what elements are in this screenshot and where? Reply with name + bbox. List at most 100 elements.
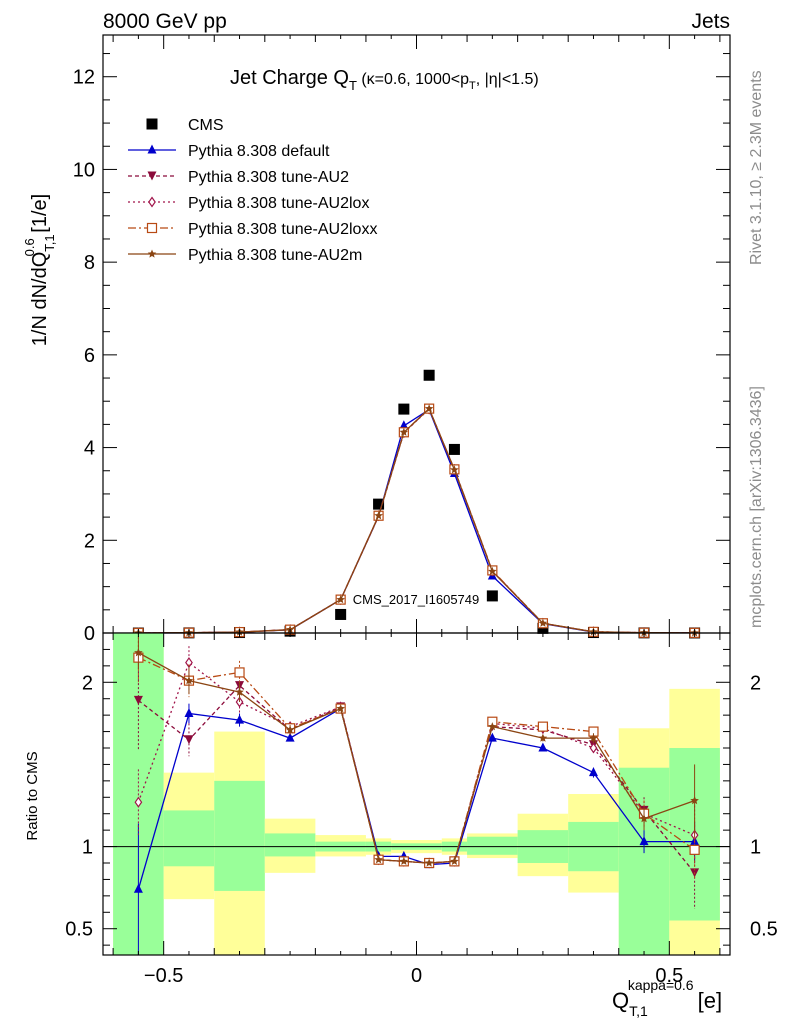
ratio-band-green-9 xyxy=(467,836,518,855)
ratio-ytick-label-left-2: 2 xyxy=(82,672,93,694)
ratio-point-default-2 xyxy=(235,714,245,724)
ratio-point-au2m-2 xyxy=(235,687,244,696)
main-line-au2m xyxy=(138,407,695,634)
ratio-line-au2m xyxy=(138,652,695,864)
legend-marker-default xyxy=(147,144,157,154)
legend-marker-au2lox xyxy=(148,196,156,208)
ratio-point-au2lox-1 xyxy=(185,657,193,669)
main-point-cms-4 xyxy=(335,608,347,620)
legend: CMS Pythia 8.308 default Pythia 8.308 tune… xyxy=(128,117,377,264)
ratio-point-au2lox-0 xyxy=(134,796,143,808)
main-point-au2m-9 xyxy=(488,566,497,575)
ratio-point-default-0 xyxy=(133,883,143,893)
ratio-ytick-label-left-0.5: 0.5 xyxy=(65,919,93,941)
legend-label-au2loxx: Pythia 8.308 tune-AU2loxx xyxy=(188,221,377,238)
collision-label: 8000 GeV pp xyxy=(103,10,227,33)
ratio-point-default-3 xyxy=(285,732,295,742)
main-ytick-label-8: 8 xyxy=(84,252,95,274)
ratio-point-au2m-13 xyxy=(690,796,699,805)
x-tick-label--0.5: −0.5 xyxy=(144,965,183,987)
ratio-point-default-12 xyxy=(639,836,649,846)
mcplots-credit: mcplots.cern.ch [arXiv:1306.3436] xyxy=(748,386,765,628)
main-ytick-label-6: 6 xyxy=(84,345,95,367)
ratio-point-au2loxx-13 xyxy=(689,844,700,855)
title-part-jet-charge: Jet Charge Q xyxy=(230,67,349,89)
title-part-eta: , |η|<1.5) xyxy=(476,71,539,88)
ratio-line-au2lox xyxy=(137,661,695,864)
ratio-point-au2m-3 xyxy=(285,725,295,734)
x-tick-label-0: 0 xyxy=(411,965,422,987)
ratio-line-au2loxx xyxy=(138,657,695,864)
rivet-credit: Rivet 3.1.10, ≥ 2.3M events xyxy=(748,70,765,265)
main-ytick-label-4: 4 xyxy=(84,438,95,460)
legend-label-au2m: Pythia 8.308 tune-AU2m xyxy=(188,247,362,264)
x-axis-label: QT,1kappa=0.6[e] xyxy=(612,977,722,1019)
main-point-cms-5 xyxy=(373,498,385,510)
main-point-cms-7 xyxy=(423,369,435,381)
legend-marker-au2 xyxy=(147,171,157,181)
legend-label-au2: Pythia 8.308 tune-AU2 xyxy=(188,169,349,186)
main-y-axis-label: 1/N dN/dQT,10.6 [1/e] xyxy=(22,194,57,346)
main-point-default-6 xyxy=(399,420,409,430)
main-point-au2m-7 xyxy=(424,404,434,413)
main-point-au2m-8 xyxy=(450,465,459,474)
legend-label-cms: CMS xyxy=(188,117,224,134)
ratio-band-green-12 xyxy=(618,767,670,955)
ratio-band-green-1 xyxy=(163,810,215,867)
ratio-plot-panel: 0.5 0.5 1 1 2 2 −0.5 0 0.5 Ratio to CMS xyxy=(24,632,778,987)
ratio-point-au2m-9 xyxy=(488,722,497,731)
ratio-point-au2loxx-10 xyxy=(537,721,549,732)
dataset-label: Jets xyxy=(691,10,730,33)
ratio-point-au2-0 xyxy=(133,695,143,705)
main-point-au2m-10 xyxy=(538,618,548,627)
ratio-point-default-1 xyxy=(184,708,194,717)
legend-marker-au2loxx xyxy=(146,222,158,234)
ratio-point-au2m-8 xyxy=(450,856,459,865)
ratio-point-au2m-10 xyxy=(538,733,548,742)
ratio-point-au2m-12 xyxy=(639,814,649,823)
main-plot-panel: 0 2 4 6 8 10 12 CMS_2017_I1605749 Jet Charge Q… xyxy=(22,34,731,645)
ratio-data-marks xyxy=(133,633,700,955)
x-tick-label-0.5: 0.5 xyxy=(655,965,683,987)
main-point-cms-9 xyxy=(486,590,498,602)
main-ytick-label-10: 10 xyxy=(73,159,95,181)
ratio-point-au2m-6 xyxy=(399,856,409,865)
ratio-point-au2m-0 xyxy=(134,648,143,657)
main-ytick-label-12: 12 xyxy=(73,67,95,89)
ratio-point-au2lox-11 xyxy=(589,742,598,754)
ratio-point-au2loxx-2 xyxy=(234,667,245,678)
ratio-point-au2m-1 xyxy=(184,676,194,685)
ratio-y-axis-label: Ratio to CMS xyxy=(24,751,41,840)
main-ytick-label-0: 0 xyxy=(84,623,95,645)
title-sub-t: T xyxy=(349,78,357,93)
legend-marker-au2m xyxy=(147,249,157,258)
legend-marker-cms xyxy=(146,118,158,130)
ratio-ytick-label-left-1: 1 xyxy=(82,837,93,859)
ratio-point-au2m-4 xyxy=(336,704,345,713)
title-part-cond: (κ=0.6, 1000<p xyxy=(357,71,469,88)
ratio-point-default-10 xyxy=(538,742,548,752)
ratio-ytick-label-right-2: 2 xyxy=(750,672,761,694)
ratio-ytick-label-right-1: 1 xyxy=(750,837,761,859)
ratio-axes: 0.5 0.5 1 1 2 2 −0.5 0 0.5 xyxy=(65,632,778,987)
legend-label-au2lox: Pythia 8.308 tune-AU2lox xyxy=(188,195,369,212)
ratio-point-au2m-7 xyxy=(424,858,434,867)
ratio-band-green-3 xyxy=(264,833,316,857)
main-point-cms-8 xyxy=(448,443,460,455)
analysis-watermark: CMS_2017_I1605749 xyxy=(353,592,480,607)
ratio-point-au2m-11 xyxy=(589,733,598,742)
ratio-point-default-9 xyxy=(487,732,497,742)
main-point-au2m-4 xyxy=(336,595,345,604)
chart-title: Jet Charge QT (κ=0.6, 1000<pT, |η|<1.5) xyxy=(230,67,539,93)
main-point-cms-6 xyxy=(398,403,410,415)
main-point-au2m-6 xyxy=(399,427,409,436)
ratio-point-au2-1 xyxy=(184,735,194,745)
main-ytick-label-2: 2 xyxy=(84,530,95,552)
ratio-band-green-2 xyxy=(214,780,265,891)
ratio-point-default-11 xyxy=(588,767,598,777)
ratio-line-default xyxy=(137,707,695,890)
ratio-point-au2m-5 xyxy=(374,855,383,864)
legend-label-default: Pythia 8.308 default xyxy=(188,143,330,160)
title-sub-t2: T xyxy=(469,80,476,92)
ratio-ytick-label-right-0.5: 0.5 xyxy=(750,919,778,941)
